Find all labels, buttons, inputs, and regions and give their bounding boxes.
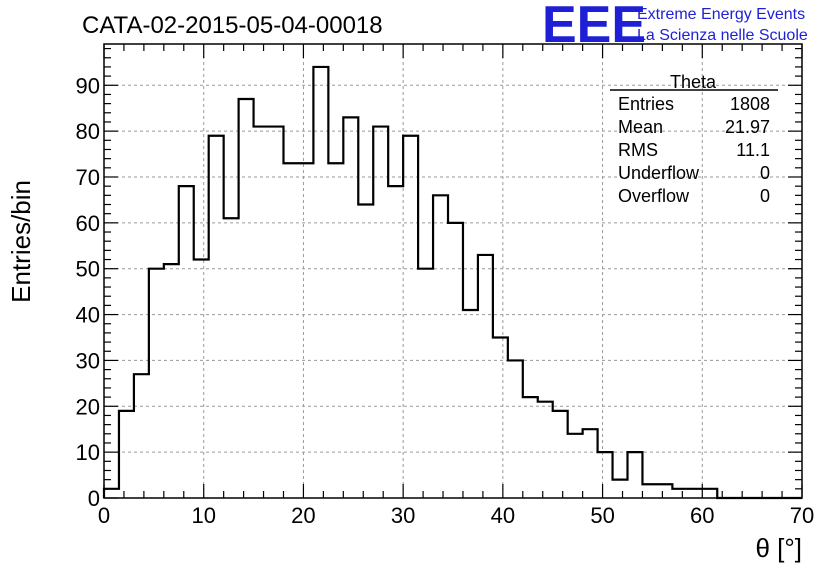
histogram-bin bbox=[403, 136, 418, 498]
histogram-bin bbox=[493, 337, 508, 498]
stats-row-value: 1808 bbox=[730, 94, 770, 114]
histogram-bin bbox=[478, 255, 493, 498]
histogram-bin bbox=[418, 269, 433, 498]
x-tick-label: 70 bbox=[790, 503, 814, 528]
histogram-bin bbox=[313, 67, 328, 498]
histogram-bin bbox=[298, 163, 313, 498]
histogram-bin bbox=[149, 269, 164, 498]
plot-frame bbox=[103, 43, 803, 499]
stats-box: Theta Entries 1808 Mean 21.97 RMS 11.1 Underfl… bbox=[610, 72, 778, 206]
histogram-bin bbox=[598, 452, 613, 498]
stats-row-label: Mean bbox=[618, 117, 663, 137]
stats-row-label: Entries bbox=[618, 94, 674, 114]
x-tick-label: 10 bbox=[191, 503, 215, 528]
x-tick-label: 40 bbox=[491, 503, 515, 528]
histogram-bin bbox=[209, 136, 224, 498]
eee-logo: EEE Extreme Energy Events La Scienza nel… bbox=[542, 0, 808, 54]
y-tick-label: 60 bbox=[76, 211, 100, 236]
histogram-bin bbox=[672, 489, 687, 498]
histogram-bin bbox=[224, 218, 239, 498]
histogram-bin bbox=[358, 205, 373, 498]
y-tick-label: 70 bbox=[76, 165, 100, 190]
x-axis-label: θ [°] bbox=[755, 533, 802, 563]
x-tick-label: 20 bbox=[291, 503, 315, 528]
histogram-outline bbox=[102, 65, 802, 500]
stats-row-value: 0 bbox=[760, 163, 770, 183]
histogram-bin bbox=[373, 127, 388, 498]
y-tick-label: 40 bbox=[76, 303, 100, 328]
x-tick-label: 30 bbox=[391, 503, 415, 528]
stats-row-value: 11.1 bbox=[736, 140, 770, 160]
chart-title: CATA-02-2015-05-04-00018 bbox=[82, 12, 383, 39]
y-tick-label: 10 bbox=[76, 440, 100, 465]
stats-row-label: Overflow bbox=[618, 186, 690, 206]
histogram-bin bbox=[628, 452, 643, 498]
grid-layer bbox=[104, 44, 802, 498]
histogram-bin bbox=[508, 360, 523, 498]
histogram-bin bbox=[104, 489, 119, 498]
x-tick-label: 60 bbox=[690, 503, 714, 528]
y-tick-labels: 0 10 20 30 40 50 60 70 80 90 bbox=[76, 73, 100, 511]
histogram-bin bbox=[194, 260, 209, 498]
histogram-bin bbox=[553, 411, 568, 498]
y-tick-label: 30 bbox=[76, 348, 100, 373]
histogram-bin bbox=[164, 264, 179, 498]
x-tick-label: 50 bbox=[590, 503, 614, 528]
histogram-bin bbox=[702, 489, 717, 498]
y-tick-label: 50 bbox=[76, 257, 100, 282]
histogram-bin bbox=[269, 127, 284, 498]
histogram-bin bbox=[283, 163, 298, 498]
y-tick-label: 20 bbox=[76, 394, 100, 419]
x-tick-labels: 0 10 20 30 40 50 60 70 bbox=[98, 503, 814, 528]
histogram-bin bbox=[328, 163, 343, 498]
histogram-bin bbox=[538, 402, 553, 498]
stats-rows: Entries 1808 Mean 21.97 RMS 11.1 Underflow 0 Ove… bbox=[618, 94, 770, 206]
histogram-bin bbox=[523, 397, 538, 498]
histogram-bin bbox=[119, 411, 134, 498]
x-tick-label: 0 bbox=[98, 503, 110, 528]
stats-row-value: 21.97 bbox=[725, 117, 770, 137]
stats-title: Theta bbox=[670, 72, 717, 92]
y-tick-label: 0 bbox=[88, 486, 100, 511]
stats-row-label: Underflow bbox=[618, 163, 700, 183]
stats-row-value: 0 bbox=[760, 186, 770, 206]
y-axis-label: Entries/bin bbox=[6, 180, 36, 303]
histogram-bin bbox=[568, 434, 583, 498]
y-tick-label: 90 bbox=[76, 73, 100, 98]
logo-line-1: Extreme Energy Events bbox=[637, 6, 805, 23]
histogram-bin bbox=[343, 117, 358, 498]
histogram-bin bbox=[583, 429, 598, 498]
histogram-bin bbox=[687, 489, 702, 498]
tick-layer bbox=[103, 44, 803, 499]
histogram-bin bbox=[254, 127, 269, 498]
histogram-bin bbox=[433, 195, 448, 498]
histogram-bin bbox=[642, 484, 657, 498]
stats-row-label: RMS bbox=[618, 140, 658, 160]
histogram-bin bbox=[134, 374, 149, 498]
logo-line-2: La Scienza nelle Scuole bbox=[637, 27, 808, 44]
histogram-layer bbox=[102, 65, 802, 500]
histogram-bin bbox=[239, 99, 254, 498]
histogram-bin bbox=[657, 484, 672, 498]
histogram-bin bbox=[448, 223, 463, 498]
histogram-bin bbox=[388, 186, 403, 498]
logo-mark: EEE bbox=[542, 0, 646, 54]
histogram-bin bbox=[613, 480, 628, 498]
histogram-bin bbox=[463, 310, 478, 498]
histogram-bin bbox=[179, 186, 194, 498]
y-tick-label: 80 bbox=[76, 119, 100, 144]
